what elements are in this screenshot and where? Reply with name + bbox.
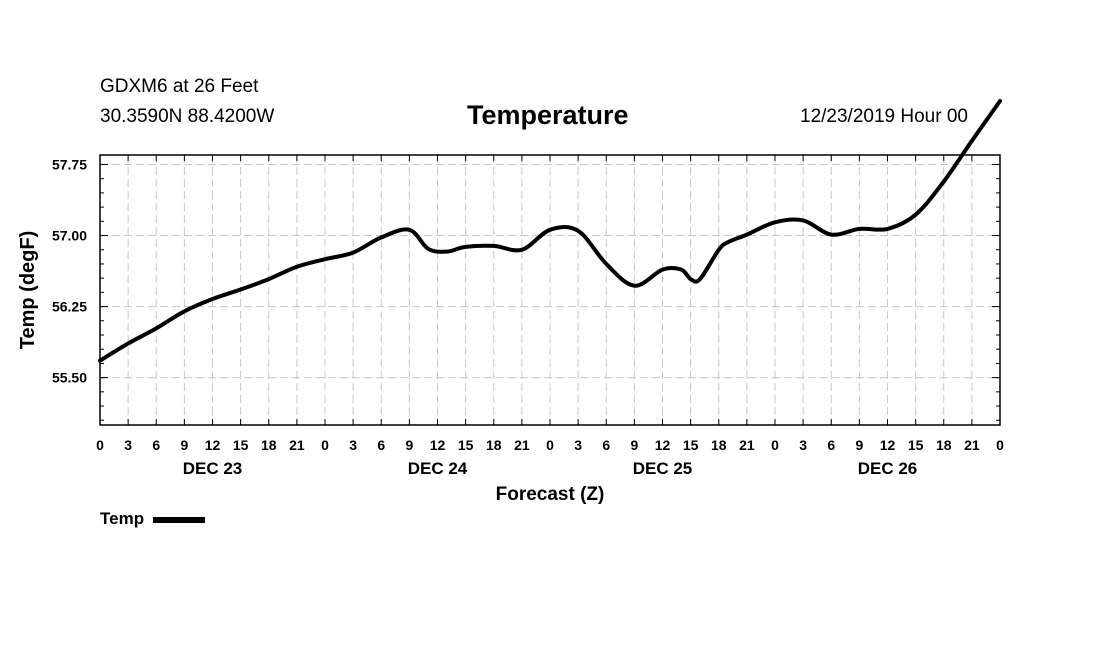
x-tick-label: 18 (711, 437, 727, 453)
x-axis-label: Forecast (Z) (496, 484, 605, 505)
x-tick-label: 21 (964, 437, 980, 453)
x-tick-label: 6 (152, 437, 160, 453)
x-tick-label: 18 (486, 437, 502, 453)
temp-series-line (98, 99, 1002, 363)
x-axis-ticks: 0 3 6 9 12 15 18 21 0 3 6 9 12 15 18 21 0 3 6 9 12 15 18 21 0 3 6 9… (96, 155, 1004, 453)
day-labels: DEC 23 DEC 24 DEC 25 DEC 26 (183, 459, 918, 478)
legend-line-swatch (153, 517, 206, 523)
day-label: DEC 24 (408, 459, 468, 478)
y-axis-label: Temp (degF) (17, 231, 39, 350)
day-label: DEC 26 (858, 459, 918, 478)
x-tick-label: 6 (602, 437, 610, 453)
x-tick-label: 9 (630, 437, 638, 453)
x-tick-label: 0 (996, 437, 1004, 453)
x-tick-label: 12 (655, 437, 671, 453)
y-tick-label: 55.50 (52, 370, 87, 386)
x-tick-label: 15 (683, 437, 699, 453)
x-tick-label: 0 (321, 437, 329, 453)
legend: Temp (100, 509, 206, 529)
x-tick-label: 3 (124, 437, 132, 453)
x-tick-label: 18 (936, 437, 952, 453)
x-tick-label: 3 (799, 437, 807, 453)
plot-frame (99, 154, 1001, 426)
x-tick-label: 9 (855, 437, 863, 453)
x-tick-label: 21 (739, 437, 755, 453)
x-tick-label: 12 (430, 437, 446, 453)
x-tick-label: 9 (405, 437, 413, 453)
x-tick-label: 18 (261, 437, 277, 453)
x-tick-label: 6 (377, 437, 385, 453)
y-axis-ticks: 55.50 56.25 57.00 57.75 (52, 156, 1000, 386)
x-tick-label: 0 (96, 437, 104, 453)
x-tick-label: 0 (546, 437, 554, 453)
x-tick-label: 3 (349, 437, 357, 453)
x-tick-label: 21 (289, 437, 305, 453)
x-tick-label: 15 (908, 437, 924, 453)
x-tick-label: 6 (827, 437, 835, 453)
x-tick-label: 15 (233, 437, 249, 453)
x-tick-label: 12 (205, 437, 221, 453)
y-tick-label: 57.00 (52, 228, 87, 244)
y-tick-label: 56.25 (52, 299, 87, 315)
x-tick-label: 9 (180, 437, 188, 453)
y-tick-label: 57.75 (52, 156, 87, 172)
coordinates-label: 30.3590N 88.4200W (100, 106, 275, 127)
chart-title: Temperature (467, 100, 629, 130)
day-label: DEC 23 (183, 459, 243, 478)
grid-lines (100, 155, 1000, 425)
day-label: DEC 25 (633, 459, 693, 478)
x-tick-label: 21 (514, 437, 530, 453)
x-tick-label: 15 (458, 437, 474, 453)
x-tick-label: 12 (880, 437, 896, 453)
issued-time-label: 12/23/2019 Hour 00 (800, 106, 968, 127)
x-tick-label: 0 (771, 437, 779, 453)
x-tick-label: 3 (574, 437, 582, 453)
legend-label: Temp (100, 509, 145, 528)
station-label: GDXM6 at 26 Feet (100, 76, 259, 97)
